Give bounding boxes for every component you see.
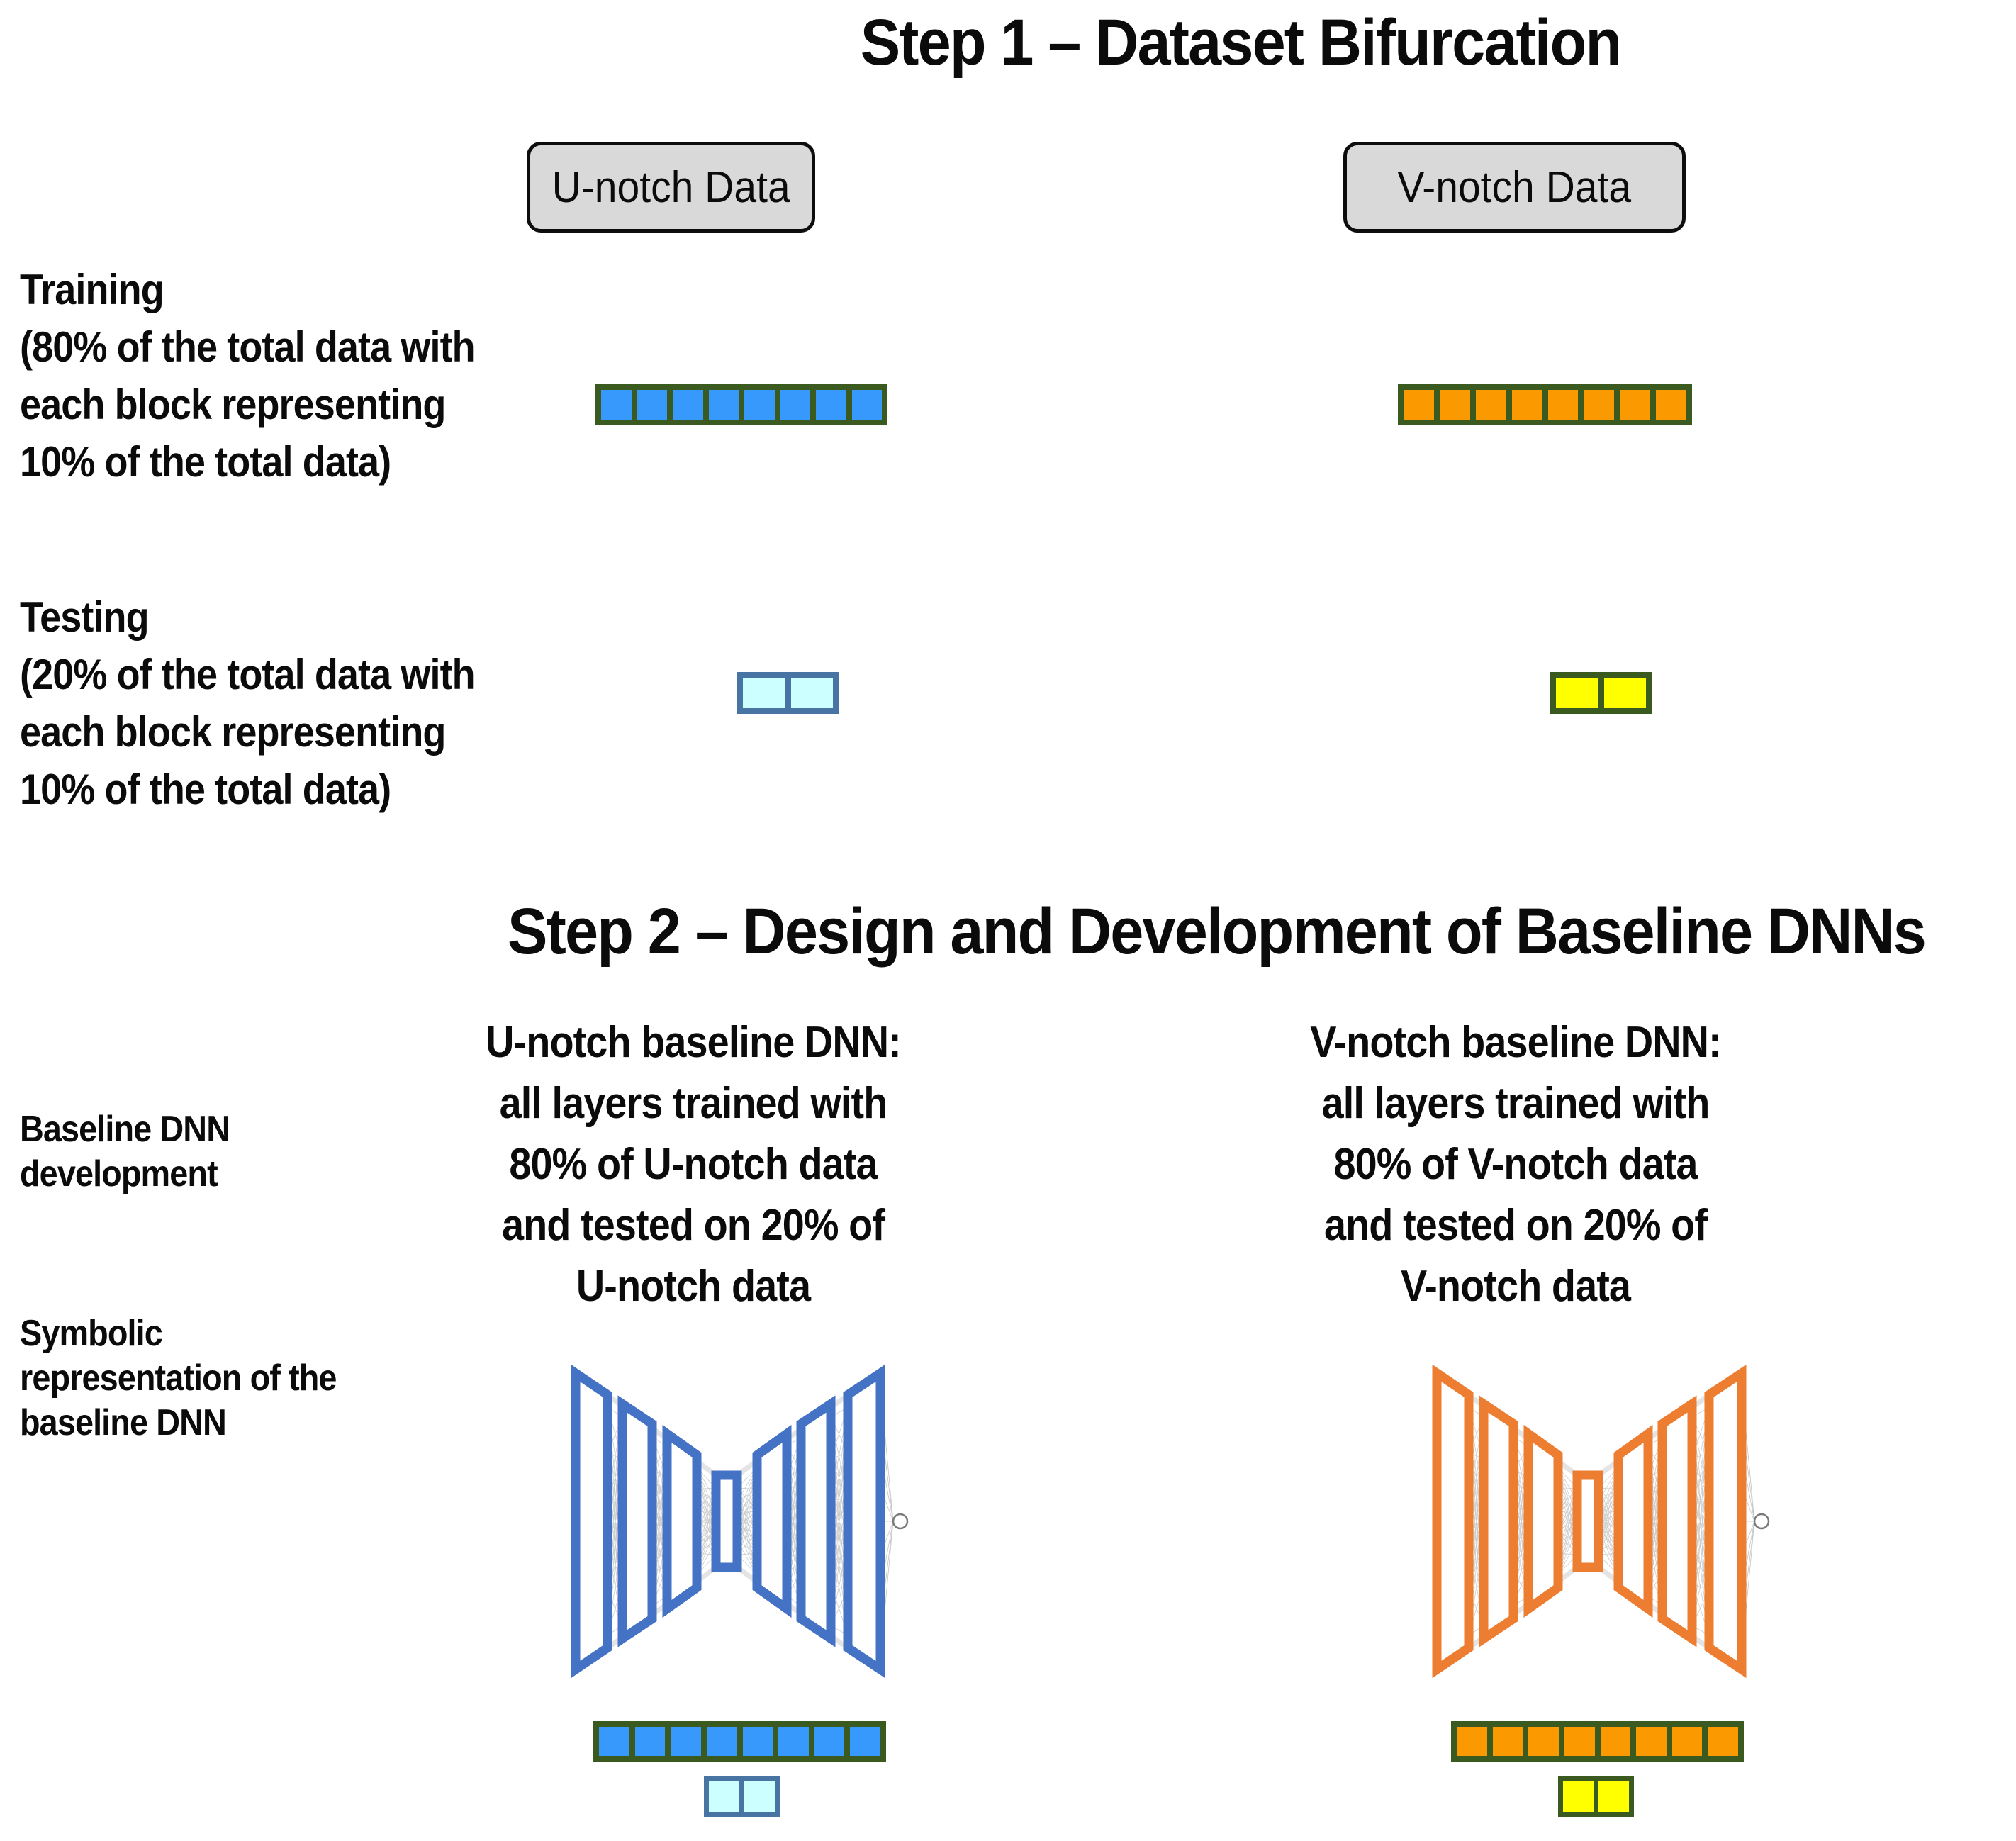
data-block bbox=[744, 1781, 775, 1812]
step1-title: Step 1 – Dataset Bifurcation bbox=[860, 6, 1622, 79]
data-block bbox=[814, 1727, 845, 1756]
data-block bbox=[708, 390, 739, 420]
u-notch-data-header-label: U-notch Data bbox=[551, 162, 790, 212]
data-block bbox=[1708, 1727, 1738, 1756]
v-notch-data-header-label: V-notch Data bbox=[1397, 162, 1632, 212]
testing-label: Testing (20% of the total data with each… bbox=[20, 593, 476, 813]
data-block bbox=[1528, 1727, 1559, 1756]
u-training-bar-recap bbox=[593, 1721, 886, 1762]
v-testing-bar bbox=[1550, 672, 1652, 714]
data-block bbox=[637, 390, 667, 420]
data-block bbox=[634, 1727, 666, 1756]
data-block bbox=[744, 390, 775, 420]
u-baseline-dnn-diagram bbox=[571, 1365, 909, 1679]
data-block bbox=[671, 1727, 701, 1756]
data-block bbox=[851, 390, 882, 420]
data-block bbox=[709, 1781, 739, 1812]
data-block bbox=[1439, 390, 1470, 420]
data-block bbox=[790, 678, 833, 708]
data-block bbox=[673, 390, 703, 420]
data-block bbox=[1671, 1727, 1703, 1756]
data-block bbox=[706, 1727, 737, 1756]
v-baseline-dnn-diagram bbox=[1432, 1365, 1770, 1679]
symbolic-representation-label: Symbolic representation of the baseline … bbox=[20, 1313, 337, 1443]
data-block bbox=[1564, 1727, 1595, 1756]
v-testing-bar-recap bbox=[1558, 1776, 1634, 1817]
data-block bbox=[1620, 390, 1651, 420]
v-dnn-description: V-notch baseline DNN: all layers trained… bbox=[1310, 1018, 1721, 1311]
data-block bbox=[1556, 678, 1598, 708]
data-block bbox=[1511, 390, 1542, 420]
data-block bbox=[1603, 678, 1646, 708]
data-block bbox=[1600, 1727, 1631, 1756]
baseline-dnn-development-label: Baseline DNN development bbox=[20, 1109, 230, 1194]
u-training-bar bbox=[595, 384, 887, 425]
data-block bbox=[1636, 1727, 1667, 1756]
u-dnn-description: U-notch baseline DNN: all layers trained… bbox=[486, 1018, 902, 1311]
data-block bbox=[742, 1727, 773, 1756]
data-block bbox=[1492, 1727, 1523, 1756]
training-label: Training (80% of the total data with eac… bbox=[20, 266, 476, 486]
data-block bbox=[1547, 390, 1579, 420]
step2-title: Step 2 – Design and Development of Basel… bbox=[508, 895, 1927, 968]
data-block bbox=[743, 678, 785, 708]
data-block bbox=[780, 390, 810, 420]
v-notch-data-header-box: V-notch Data bbox=[1343, 142, 1686, 233]
data-block bbox=[850, 1727, 880, 1756]
u-testing-bar-recap bbox=[704, 1776, 780, 1817]
data-block bbox=[1563, 1781, 1594, 1812]
data-block bbox=[599, 1727, 629, 1756]
data-block bbox=[601, 390, 632, 420]
data-block bbox=[1656, 390, 1686, 420]
data-block bbox=[1475, 390, 1506, 420]
v-training-bar-recap bbox=[1451, 1721, 1744, 1762]
u-notch-data-header-box: U-notch Data bbox=[527, 142, 815, 233]
data-block bbox=[778, 1727, 809, 1756]
data-block bbox=[1584, 390, 1615, 420]
data-block bbox=[1598, 1781, 1629, 1812]
v-training-bar bbox=[1398, 384, 1692, 425]
u-testing-bar bbox=[737, 672, 839, 714]
data-block bbox=[816, 390, 846, 420]
data-block bbox=[1404, 390, 1434, 420]
data-block bbox=[1457, 1727, 1487, 1756]
